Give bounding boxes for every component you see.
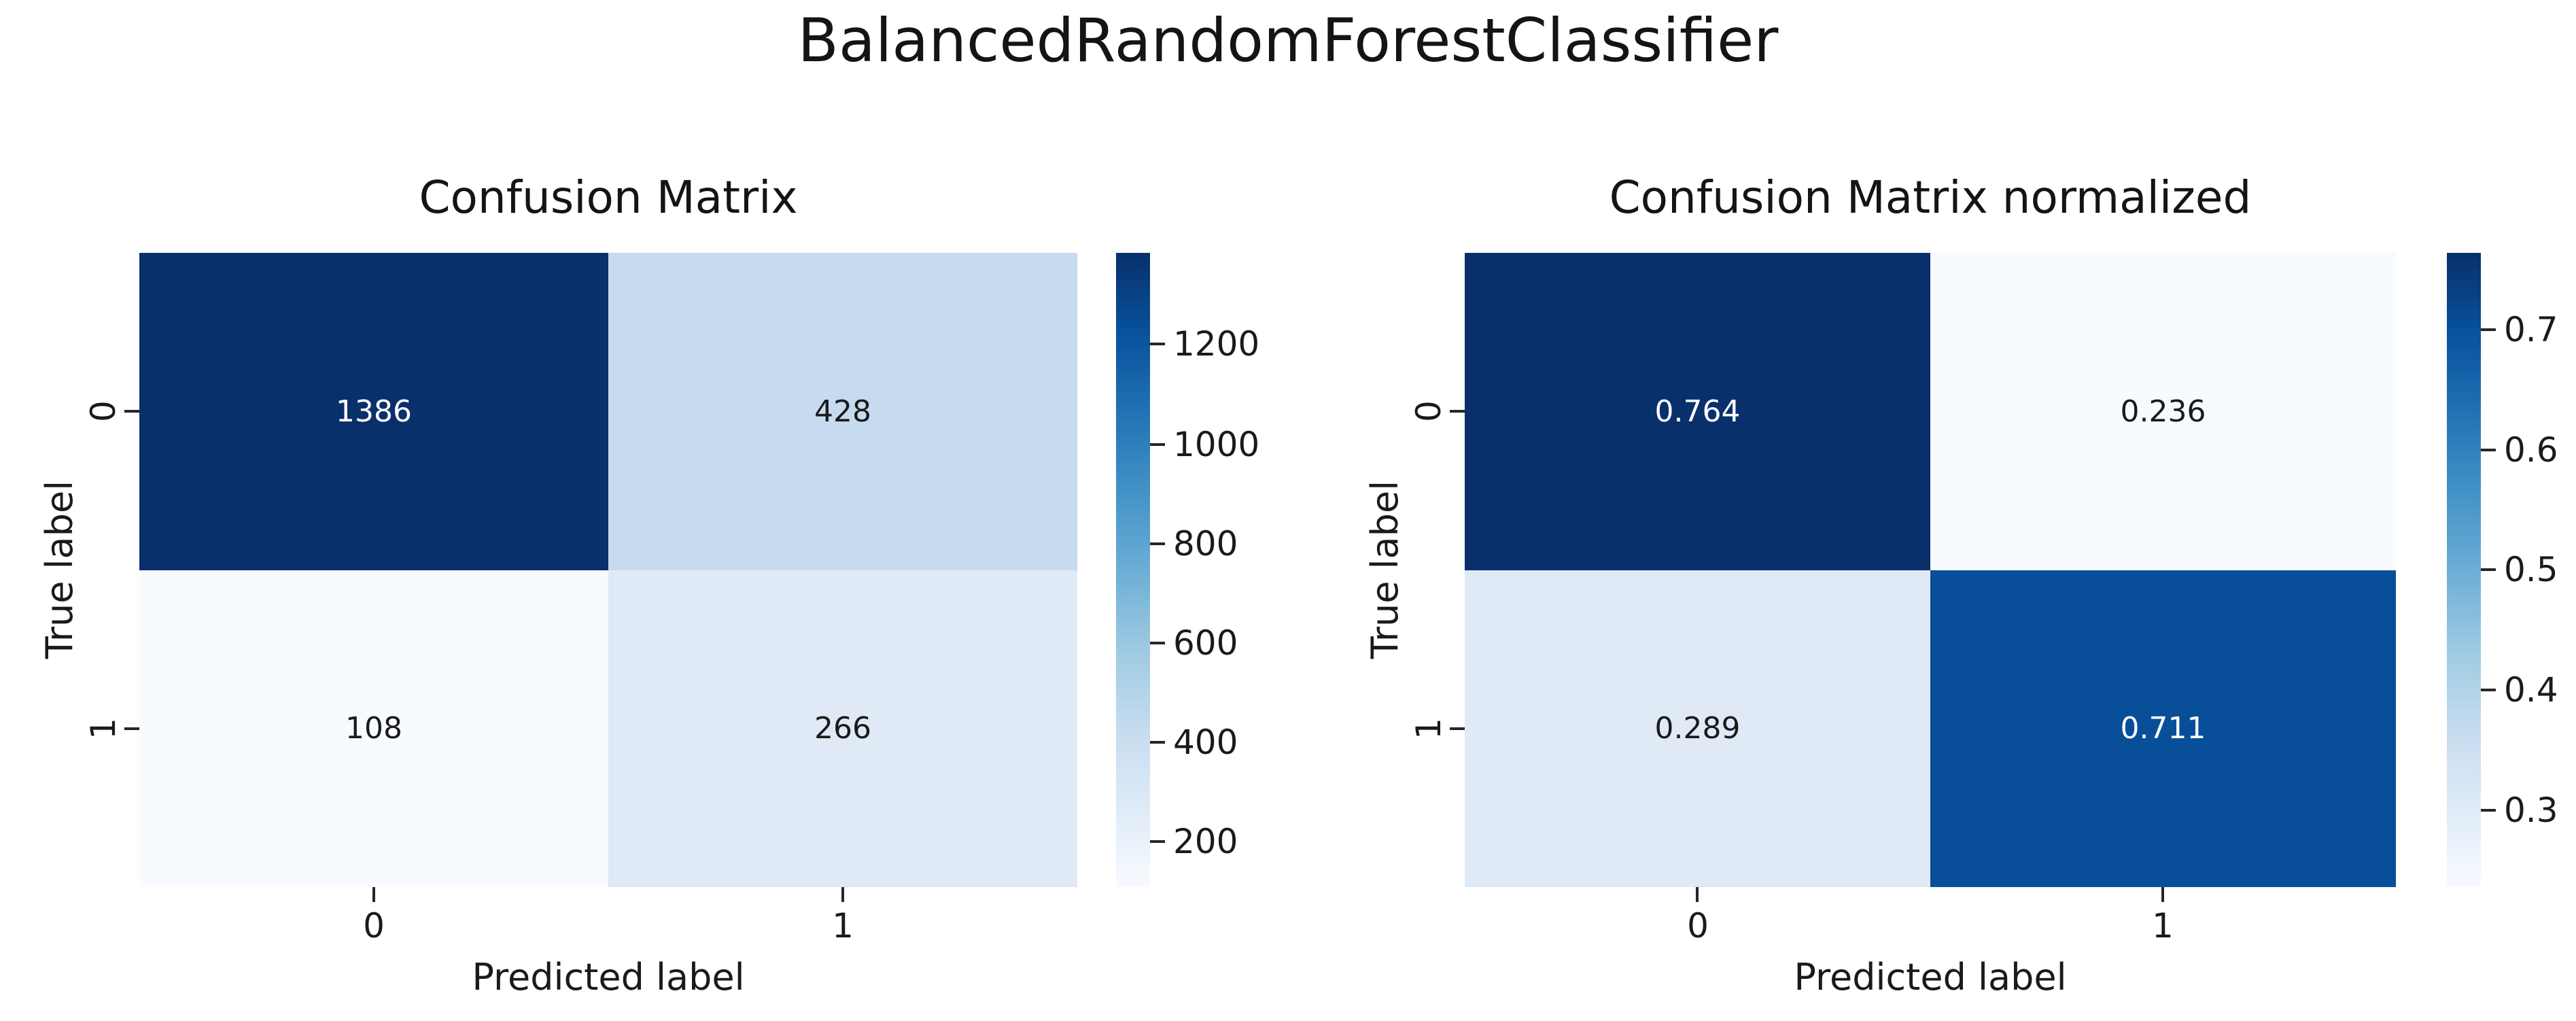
left-colorbar-tick-label-1000: 1000 <box>1173 425 1260 464</box>
left-colorbar-tick-label-800: 800 <box>1173 524 1238 564</box>
right-heatmap-cell-r1c0: 0.289 <box>1465 570 1930 887</box>
left-yaxis-label: True label <box>38 480 81 659</box>
right-heatmap-cell-r0c0: 0.764 <box>1465 253 1930 570</box>
right-colorbar-tick-label-0.4: 0.4 <box>2504 670 2558 710</box>
left-colorbar-tick-mark-800 <box>1150 542 1165 545</box>
left-xtick-label-0: 0 <box>363 906 385 946</box>
right-colorbar-tick-label-0.6: 0.6 <box>2504 430 2558 470</box>
right-ytick-label-1: 1 <box>1409 718 1448 740</box>
right-colorbar-tick-label-0.3: 0.3 <box>2504 791 2558 830</box>
left-subplot-title: Confusion Matrix <box>419 171 798 224</box>
right-colorbar-tick-mark-0.5 <box>2481 568 2496 571</box>
left-ytick-label-0: 0 <box>84 400 123 422</box>
right-xtick-mark-1 <box>2161 887 2164 902</box>
right-colorbar-tick-label-0.7: 0.7 <box>2504 310 2558 349</box>
left-colorbar-tick-mark-400 <box>1150 741 1165 744</box>
left-heatmap-cell-r0c1: 428 <box>608 253 1077 570</box>
left-ytick-mark-0 <box>124 410 139 413</box>
left-heatmap: 1386 428 108 266 <box>139 253 1077 887</box>
left-colorbar-tick-label-200: 200 <box>1173 822 1238 861</box>
right-heatmap-cell-r1c1: 0.711 <box>1930 570 2396 887</box>
left-ytick-label-1: 1 <box>84 718 123 740</box>
right-yaxis-label: True label <box>1363 480 1406 659</box>
right-colorbar-tick-mark-0.7 <box>2481 328 2496 331</box>
right-colorbar-tick-mark-0.4 <box>2481 689 2496 691</box>
left-heatmap-cell-r0c0: 1386 <box>139 253 608 570</box>
left-colorbar-tick-mark-1200 <box>1150 343 1165 345</box>
left-colorbar-tick-label-400: 400 <box>1173 723 1238 762</box>
right-colorbar-tick-label-0.5: 0.5 <box>2504 550 2558 589</box>
right-ytick-label-0: 0 <box>1409 400 1448 422</box>
left-ytick-mark-1 <box>124 727 139 730</box>
left-xaxis-label: Predicted label <box>472 956 745 999</box>
left-xtick-mark-0 <box>372 887 375 902</box>
right-ytick-mark-0 <box>1450 410 1465 413</box>
left-heatmap-cell-r1c0: 108 <box>139 570 608 887</box>
right-heatmap: 0.764 0.236 0.289 0.711 <box>1465 253 2396 887</box>
left-colorbar-tick-label-1200: 1200 <box>1173 324 1260 364</box>
right-ytick-mark-1 <box>1450 727 1465 730</box>
right-subplot-title: Confusion Matrix normalized <box>1609 171 2252 224</box>
left-colorbar-gradient <box>1116 253 1150 887</box>
left-colorbar-tick-mark-600 <box>1150 642 1165 644</box>
right-colorbar-tick-mark-0.6 <box>2481 449 2496 451</box>
left-heatmap-cell-r1c1: 266 <box>608 570 1077 887</box>
left-colorbar-tick-mark-200 <box>1150 840 1165 843</box>
left-colorbar-tick-mark-1000 <box>1150 443 1165 446</box>
right-xtick-label-1: 1 <box>2152 906 2174 946</box>
right-xtick-label-0: 0 <box>1687 906 1709 946</box>
right-xaxis-label: Predicted label <box>1794 956 2067 999</box>
right-colorbar-tick-mark-0.3 <box>2481 809 2496 812</box>
right-colorbar-gradient <box>2447 253 2481 887</box>
left-xtick-mark-1 <box>841 887 844 902</box>
figure-title: BalancedRandomForestClassifier <box>797 5 1779 75</box>
right-heatmap-cell-r0c1: 0.236 <box>1930 253 2396 570</box>
left-xtick-label-1: 1 <box>832 906 854 946</box>
right-xtick-mark-0 <box>1696 887 1699 902</box>
left-colorbar-tick-label-600: 600 <box>1173 623 1238 663</box>
